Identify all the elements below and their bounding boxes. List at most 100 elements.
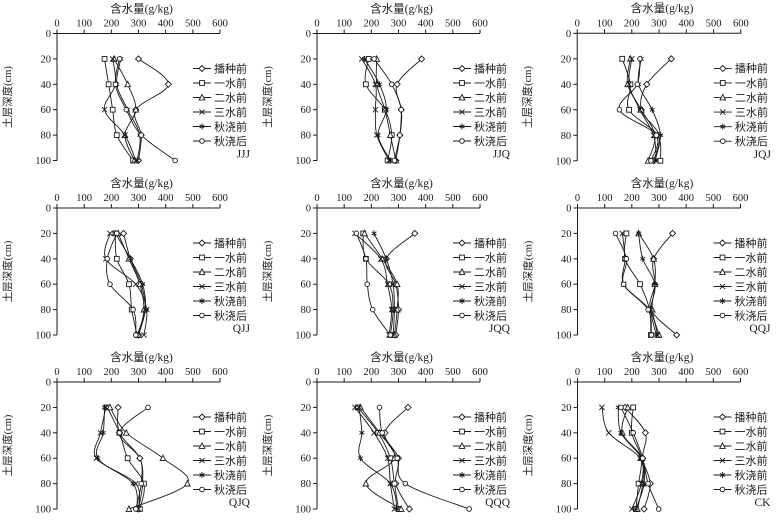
x-axis-title: 含水量(g/kg) [110, 2, 173, 16]
series-before-first-water [363, 56, 395, 164]
x-tick-label: 100 [336, 193, 352, 204]
diamond-marker-icon [458, 239, 466, 247]
x-tick-label: 600 [212, 193, 228, 204]
legend-item-after-autumn-irrigation: 秋浇后 [453, 308, 507, 322]
y-tick-label: 40 [301, 254, 312, 265]
y-tick-label: 20 [41, 229, 52, 240]
triangle-marker-icon [718, 442, 727, 449]
x-axis-title: 含水量(g/kg) [631, 176, 694, 190]
legend-label: 秋浇后 [735, 308, 768, 322]
y-axis-title: 土层深度(cm) [522, 414, 535, 476]
legend-item-before-sowing: 播种前 [193, 236, 247, 250]
circle-marker-icon [719, 486, 726, 493]
series-after-autumn-irrigation [353, 230, 394, 338]
legend-label: 播种前 [214, 61, 247, 75]
chart-panel-jjj: 0 100 200 300 400 500 600 含水量(g/kg) 0 20 40 60 80 100… [0, 0, 260, 175]
y-tick-label: 60 [301, 105, 312, 116]
y-tick-label: 20 [41, 403, 52, 414]
legend-label: 秋浇前 [474, 468, 507, 482]
legend-item-before-autumn-irrigation: 秋浇前 [453, 294, 507, 308]
asterisk-marker-icon [720, 123, 726, 130]
triangle-marker-icon [198, 93, 206, 101]
x-tick-label: 100 [597, 193, 613, 204]
x-marker-icon [459, 109, 465, 115]
y-tick-label: 80 [561, 305, 572, 316]
legend-item-before-third-water: 三水前 [453, 105, 507, 119]
y-tick-label: 20 [301, 54, 312, 65]
legend-label: 播种前 [735, 236, 768, 250]
square-marker-icon [719, 254, 726, 261]
legend-label: 秋浇后 [214, 134, 247, 148]
triangle-marker-icon [198, 268, 206, 275]
x-tick-label: 500 [445, 193, 461, 204]
legend-label: 秋浇后 [474, 308, 507, 322]
x-axis: 0 100 200 300 400 500 600 含水量(g/kg) [314, 350, 488, 383]
square-marker-icon [719, 428, 726, 435]
legend-item-before-third-water: 三水前 [453, 453, 507, 467]
panel-label: QQQ [485, 497, 511, 509]
x-tick-label: 500 [185, 193, 201, 204]
diamond-marker-icon [198, 64, 206, 73]
circle-marker-icon [719, 312, 726, 319]
y-tick-label: 40 [41, 254, 52, 265]
y-tick-label: 40 [41, 80, 52, 91]
legend-label: 一水前 [214, 250, 247, 264]
legend-label: 一水前 [214, 424, 247, 438]
legend-label: 播种前 [735, 410, 768, 424]
series-before-second-water [106, 403, 191, 512]
series-before-third-water [352, 404, 398, 512]
legend-label: 秋浇后 [735, 482, 768, 496]
legend-item-before-third-water: 三水前 [193, 105, 247, 119]
y-tick-label: 20 [561, 403, 572, 414]
series-after-autumn-irrigation [371, 56, 404, 164]
legend-label: 一水前 [474, 424, 507, 438]
x-marker-icon [199, 283, 205, 290]
legend-label: 三水前 [214, 105, 247, 119]
legend-label: 播种前 [474, 61, 507, 75]
x-tick-label: 300 [131, 367, 147, 378]
y-axis-title: 土层深度(cm) [521, 66, 534, 128]
y-tick-label: 100 [556, 331, 572, 342]
legend-item-after-autumn-irrigation: 秋浇后 [713, 482, 768, 496]
y-tick-label: 0 [46, 204, 51, 215]
legend-item-before-second-water: 二水前 [453, 439, 507, 453]
legend-item-before-third-water: 三水前 [713, 105, 768, 119]
x-tick-label: 600 [733, 193, 749, 204]
y-tick-label: 60 [301, 454, 312, 465]
x-tick-label: 0 [54, 367, 59, 378]
panel-label: QJQ [229, 497, 251, 509]
circle-marker-icon [459, 138, 465, 144]
legend-label: 秋浇前 [214, 119, 247, 133]
legend-item-before-first-water: 一水前 [713, 424, 768, 438]
x-tick-label: 200 [363, 193, 379, 204]
series-after-autumn-irrigation [116, 404, 151, 512]
y-axis-title: 土层深度(cm) [1, 240, 14, 302]
diamond-marker-icon [458, 413, 466, 421]
legend-item-before-autumn-irrigation: 秋浇前 [713, 468, 768, 482]
legend-item-before-first-water: 一水前 [193, 76, 247, 90]
y-tick-label: 0 [566, 204, 571, 215]
x-tick-label: 400 [678, 193, 694, 204]
legend-item-before-third-water: 三水前 [713, 279, 768, 293]
x-tick-label: 300 [131, 193, 147, 204]
x-tick-label: 100 [76, 19, 92, 30]
square-marker-icon [199, 428, 205, 435]
x-tick-label: 100 [597, 367, 613, 378]
y-axis: 0 20 40 60 80 100 土层深度(cm) [1, 29, 58, 167]
y-tick-label: 40 [301, 428, 312, 439]
x-marker-icon [459, 457, 465, 464]
legend-item-before-second-water: 二水前 [453, 265, 507, 279]
legend-item-before-first-water: 一水前 [193, 250, 247, 264]
legend-label: 二水前 [474, 265, 507, 279]
y-tick-label: 100 [556, 505, 572, 516]
legend-item-before-autumn-irrigation: 秋浇前 [193, 294, 247, 308]
x-tick-label: 400 [158, 367, 174, 378]
y-tick-label: 0 [306, 29, 311, 40]
y-tick-label: 60 [561, 454, 572, 465]
legend-item-before-second-water: 二水前 [713, 90, 768, 104]
series-after-autumn-irrigation [616, 56, 660, 164]
y-tick-label: 40 [561, 428, 572, 439]
